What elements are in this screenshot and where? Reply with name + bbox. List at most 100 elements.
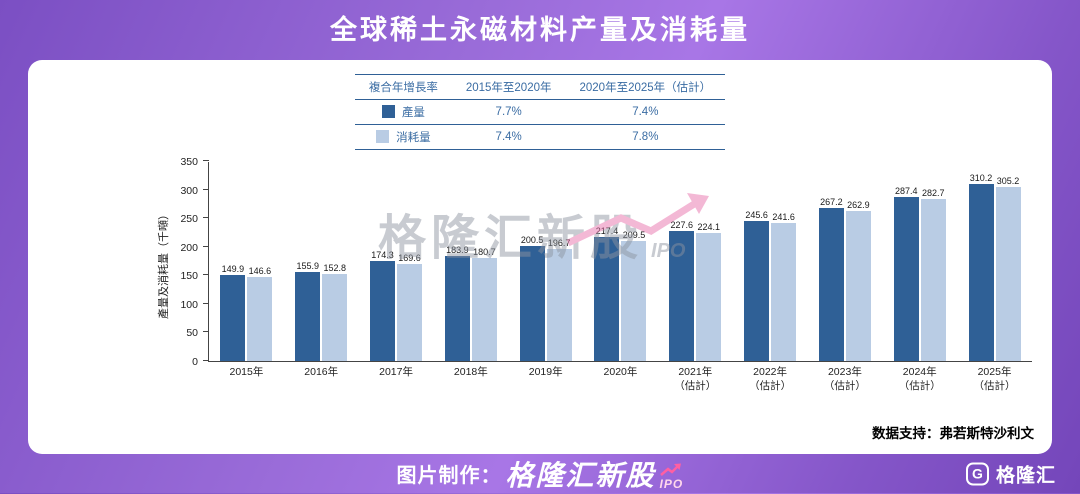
y-tick-label: 150 bbox=[180, 270, 198, 283]
arrow-icon bbox=[659, 463, 681, 476]
bar-group: 267.2 262.9 2023年 （估計） bbox=[818, 162, 871, 392]
bar-value-label: 287.4 bbox=[894, 185, 918, 196]
bar-group: 174.3 169.6 2017年 bbox=[370, 162, 423, 378]
bar-value-label: 200.5 bbox=[520, 235, 544, 246]
production-label: 產量 bbox=[401, 107, 425, 119]
bar-group: 245.6 241.6 2022年 （估計） bbox=[744, 162, 797, 392]
chart-card: 複合年增長率 2015年至2020年 2020年至2025年（估計） 產量 7.… bbox=[28, 60, 1052, 454]
logo-text: 格隆汇 bbox=[995, 465, 1056, 486]
consumption-bar bbox=[920, 199, 946, 361]
bar-value-label: 183.9 bbox=[446, 244, 469, 255]
production-bar bbox=[295, 271, 321, 361]
production-bar bbox=[744, 220, 770, 361]
consumption-bar bbox=[696, 232, 722, 361]
y-tick-mark bbox=[203, 331, 209, 333]
y-tick-mark bbox=[203, 217, 209, 219]
y-tick-mark bbox=[203, 360, 209, 361]
y-tick-mark bbox=[203, 245, 209, 247]
legend-header-period2: 2020年至2025年（估計） bbox=[579, 82, 712, 94]
production-bar bbox=[968, 183, 994, 361]
bar-value-label: 267.2 bbox=[820, 197, 843, 208]
production-bar bbox=[893, 196, 919, 361]
bar-value-label: 305.2 bbox=[996, 175, 1020, 186]
production-bar bbox=[370, 261, 396, 361]
bar-value-label: 241.6 bbox=[772, 211, 795, 222]
y-tick-label: 0 bbox=[192, 356, 198, 368]
bar-value-label: 169.6 bbox=[398, 253, 421, 264]
x-axis-label: 2015年 bbox=[229, 366, 264, 378]
legend-row-consumption: 消耗量 7.4% 7.8% bbox=[354, 125, 726, 150]
bar-value-label: 149.9 bbox=[221, 264, 245, 275]
consumption-bar bbox=[995, 186, 1021, 361]
consumption-bar bbox=[247, 277, 273, 361]
cagr-legend-table: 複合年增長率 2015年至2020年 2020年至2025年（估計） 產量 7.… bbox=[354, 74, 726, 150]
production-bar bbox=[444, 255, 470, 361]
y-tick-label: 100 bbox=[180, 298, 198, 311]
consumption-bar bbox=[546, 248, 572, 361]
consumption-bar bbox=[845, 210, 871, 361]
consumption-bar bbox=[397, 264, 423, 361]
bar-group: 287.4 282.7 2024年 （估計） bbox=[893, 162, 946, 392]
bar-value-label: 180.7 bbox=[473, 246, 496, 257]
y-tick-label: 300 bbox=[180, 184, 198, 197]
legend-header-period1: 2015年至2020年 bbox=[465, 82, 552, 94]
footer-bar: 图片制作： 格隆汇新股 IPO G 格隆汇 bbox=[0, 454, 1080, 493]
x-axis-label: 2017年 bbox=[379, 366, 413, 378]
production-cagr-2015-2020: 7.7% bbox=[495, 106, 522, 118]
logo-g-icon: G bbox=[965, 462, 989, 485]
bar-group: 183.9 180.7 2018年 bbox=[444, 162, 497, 378]
y-tick-label: 350 bbox=[180, 156, 198, 168]
y-tick-label: 250 bbox=[180, 213, 198, 226]
x-axis-label: 2021年 （估計） bbox=[674, 366, 717, 392]
production-bar bbox=[220, 275, 246, 361]
image-credit: 图片制作： 格隆汇新股 IPO bbox=[396, 454, 683, 494]
consumption-cagr-2015-2020: 7.4% bbox=[495, 131, 522, 143]
bar-chart: 產量及消耗量（千噸） 0 50 100 150 200 250 300 350 149.9 14… bbox=[44, 156, 1036, 408]
consumption-bar bbox=[322, 273, 348, 361]
x-axis-label: 2019年 bbox=[528, 366, 563, 378]
legend-header-row: 複合年增長率 2015年至2020年 2020年至2025年（估計） bbox=[354, 74, 726, 100]
bar-group: 155.9 152.8 2016年 bbox=[295, 162, 348, 378]
legend-row-production: 產量 7.7% 7.4% bbox=[354, 100, 726, 125]
bar-group: 200.5 196.7 2019年 bbox=[519, 162, 572, 378]
bar-value-label: 262.9 bbox=[847, 199, 870, 210]
bar-value-label: 224.1 bbox=[697, 221, 721, 232]
bar-value-label: 152.8 bbox=[323, 262, 346, 273]
consumption-cagr-2020-2025: 7.8% bbox=[632, 131, 659, 143]
bar-value-label: 245.6 bbox=[745, 209, 768, 220]
brand-name: 格隆汇新股 bbox=[505, 459, 656, 491]
production-swatch-icon bbox=[381, 105, 395, 118]
y-tick-mark bbox=[203, 274, 209, 276]
x-axis-label: 2018年 bbox=[453, 366, 488, 378]
plot-area: 149.9 146.6 2015年 155.9 152.8 2016年 174.3 169.6… bbox=[203, 160, 1032, 392]
bar-value-label: 146.6 bbox=[248, 266, 272, 277]
bar-group: 217.4 209.5 2020年 bbox=[594, 162, 647, 378]
production-bar bbox=[519, 246, 545, 361]
bar-value-label: 196.7 bbox=[547, 237, 571, 248]
x-axis-label: 2024年 （估計） bbox=[898, 366, 941, 392]
y-tick-label: 50 bbox=[186, 327, 198, 340]
bar-value-label: 217.4 bbox=[595, 225, 619, 236]
production-bar bbox=[669, 230, 695, 361]
production-bar bbox=[818, 208, 844, 361]
y-axis-labels: 0 50 100 150 200 250 300 350 bbox=[164, 156, 204, 368]
legend-header-cagr: 複合年增長率 bbox=[368, 82, 438, 94]
y-tick-mark bbox=[203, 188, 209, 190]
y-tick-mark bbox=[203, 160, 209, 161]
consumption-label: 消耗量 bbox=[396, 132, 431, 144]
gelonghui-logo: G 格隆汇 bbox=[965, 460, 1056, 487]
y-tick-mark bbox=[203, 302, 209, 304]
production-bar bbox=[594, 236, 620, 361]
x-axis-label: 2023年 （估計） bbox=[823, 366, 866, 392]
bar-value-label: 282.7 bbox=[921, 188, 945, 199]
bar-value-label: 310.2 bbox=[969, 172, 993, 183]
x-axis-label: 2022年 （估計） bbox=[749, 366, 792, 392]
bar-value-label: 155.9 bbox=[296, 260, 319, 271]
brand-subtitle: IPO bbox=[659, 476, 684, 491]
consumption-bar bbox=[471, 257, 497, 361]
page-title: 全球稀土永磁材料产量及消耗量 bbox=[330, 15, 750, 45]
x-axis-label: 2020年 bbox=[603, 366, 638, 378]
production-cagr-2020-2025: 7.4% bbox=[632, 106, 659, 118]
bar-value-label: 209.5 bbox=[622, 230, 646, 241]
bar-value-label: 227.6 bbox=[670, 219, 694, 230]
